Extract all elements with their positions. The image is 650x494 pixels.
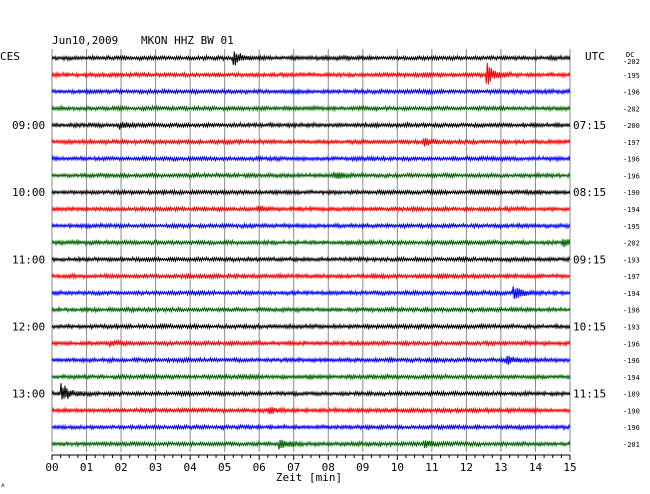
left-time-label: 12:00 bbox=[12, 320, 45, 333]
dc-offset-label: -196 bbox=[623, 340, 640, 348]
x-axis: 00 01 02 03 04 05 06 07 08 09 10 11 12 13 14 15 bbox=[45, 454, 577, 474]
right-time-label: 07:15 bbox=[573, 119, 606, 132]
trace-row-11 bbox=[51, 238, 571, 248]
left-time-label: 09:00 bbox=[12, 119, 45, 132]
timezone-left-label: CES bbox=[0, 50, 20, 63]
trace-row-20 bbox=[51, 383, 571, 400]
x-tick-label: 08 bbox=[322, 461, 335, 474]
x-tick-label: 04 bbox=[184, 461, 198, 474]
trace-row-17 bbox=[51, 338, 571, 348]
x-tick-label: 00 bbox=[45, 461, 58, 474]
trace-row-4 bbox=[51, 120, 571, 130]
dc-offset-label: -190 bbox=[623, 189, 640, 197]
trace-row-2 bbox=[51, 87, 571, 96]
dc-offset-label: -193 bbox=[623, 256, 640, 264]
trace-row-14 bbox=[51, 286, 571, 299]
right-time-label: 10:15 bbox=[573, 320, 606, 333]
trace-row-18 bbox=[51, 355, 571, 365]
trace-row-19 bbox=[51, 372, 571, 381]
x-tick-label: 09 bbox=[356, 461, 369, 474]
trace-row-15 bbox=[51, 305, 571, 314]
dc-offset-label: -194 bbox=[623, 374, 640, 382]
dc-header-label: DC bbox=[626, 51, 634, 59]
x-tick-label: 11 bbox=[425, 461, 438, 474]
left-time-label: 13:00 bbox=[12, 388, 45, 401]
trace-row-9 bbox=[51, 204, 571, 214]
x-tick-label: 06 bbox=[253, 461, 266, 474]
dc-offset-label: -202 bbox=[623, 240, 640, 248]
trace-row-16 bbox=[51, 322, 571, 331]
dc-offset-label: -196 bbox=[623, 156, 640, 164]
x-tick-label: 13 bbox=[494, 461, 507, 474]
dc-offset-label: -202 bbox=[623, 105, 640, 113]
trace-row-21 bbox=[51, 406, 571, 415]
trace-row-7 bbox=[51, 171, 571, 180]
trace-row-0 bbox=[51, 51, 571, 66]
trace-row-10 bbox=[51, 221, 571, 230]
dc-offset-label: -200 bbox=[623, 122, 640, 130]
x-tick-label: 03 bbox=[149, 461, 162, 474]
dc-offset-label: -194 bbox=[623, 206, 640, 214]
timezone-right-label: UTC bbox=[585, 50, 605, 63]
trace-row-13 bbox=[51, 272, 571, 281]
x-tick-label: 01 bbox=[80, 461, 93, 474]
dc-offset-label: -196 bbox=[623, 307, 640, 315]
x-tick-label: 02 bbox=[114, 461, 127, 474]
trace-row-1 bbox=[51, 62, 571, 85]
trace-row-6 bbox=[51, 154, 571, 163]
trace-row-3 bbox=[51, 104, 571, 113]
right-time-labels: 07:15 08:15 09:15 10:15 11:15 bbox=[573, 119, 606, 400]
dc-offset-label: -193 bbox=[623, 323, 640, 331]
left-time-label: 10:00 bbox=[12, 186, 45, 199]
x-axis-label: Zeit [min] bbox=[276, 471, 342, 484]
x-tick-label: 10 bbox=[391, 461, 404, 474]
dc-offset-label: -195 bbox=[623, 223, 640, 231]
dc-offset-label: -190 bbox=[623, 407, 640, 415]
traces bbox=[51, 51, 571, 450]
dc-offset-label: -196 bbox=[623, 357, 640, 365]
dc-offset-label: -196 bbox=[623, 89, 640, 97]
x-tick-label: 07 bbox=[287, 461, 300, 474]
trace-row-23 bbox=[51, 439, 571, 450]
x-tick-label: 15 bbox=[563, 461, 576, 474]
trace-row-12 bbox=[51, 255, 571, 264]
dc-offset-label: -197 bbox=[623, 273, 640, 281]
dc-offset-label: -197 bbox=[623, 139, 640, 147]
x-tick-label: 14 bbox=[529, 461, 543, 474]
dc-offset-label: -202 bbox=[623, 58, 640, 66]
dc-offset-label: -196 bbox=[623, 424, 640, 432]
dc-offset-labels: -202 -195 -196 -202 -200 -197 -196 -196 -190 -194… bbox=[623, 58, 640, 449]
dc-offset-label: -189 bbox=[623, 391, 640, 399]
dc-offset-label: -194 bbox=[623, 290, 640, 298]
left-time-labels: 09:00 10:00 11:00 12:00 13:00 bbox=[12, 119, 45, 400]
right-time-label: 11:15 bbox=[573, 388, 606, 401]
right-time-label: 08:15 bbox=[573, 186, 606, 199]
x-tick-label: 12 bbox=[460, 461, 473, 474]
trace-row-5 bbox=[51, 137, 571, 147]
station-label: MKON HHZ BW 01 bbox=[141, 34, 234, 47]
x-tick-label: 05 bbox=[218, 461, 231, 474]
dc-offset-label: -196 bbox=[623, 172, 640, 180]
dc-offset-label: -195 bbox=[623, 72, 640, 80]
date-label: Jun10,2009 bbox=[52, 34, 118, 47]
trace-row-22 bbox=[51, 423, 571, 432]
left-time-label: 11:00 bbox=[12, 253, 45, 266]
right-time-label: 09:15 bbox=[573, 253, 606, 266]
corner-mark: ʌ bbox=[1, 482, 5, 489]
dc-offset-label: -201 bbox=[623, 441, 640, 449]
grid bbox=[51, 49, 571, 452]
trace-row-8 bbox=[51, 188, 571, 197]
